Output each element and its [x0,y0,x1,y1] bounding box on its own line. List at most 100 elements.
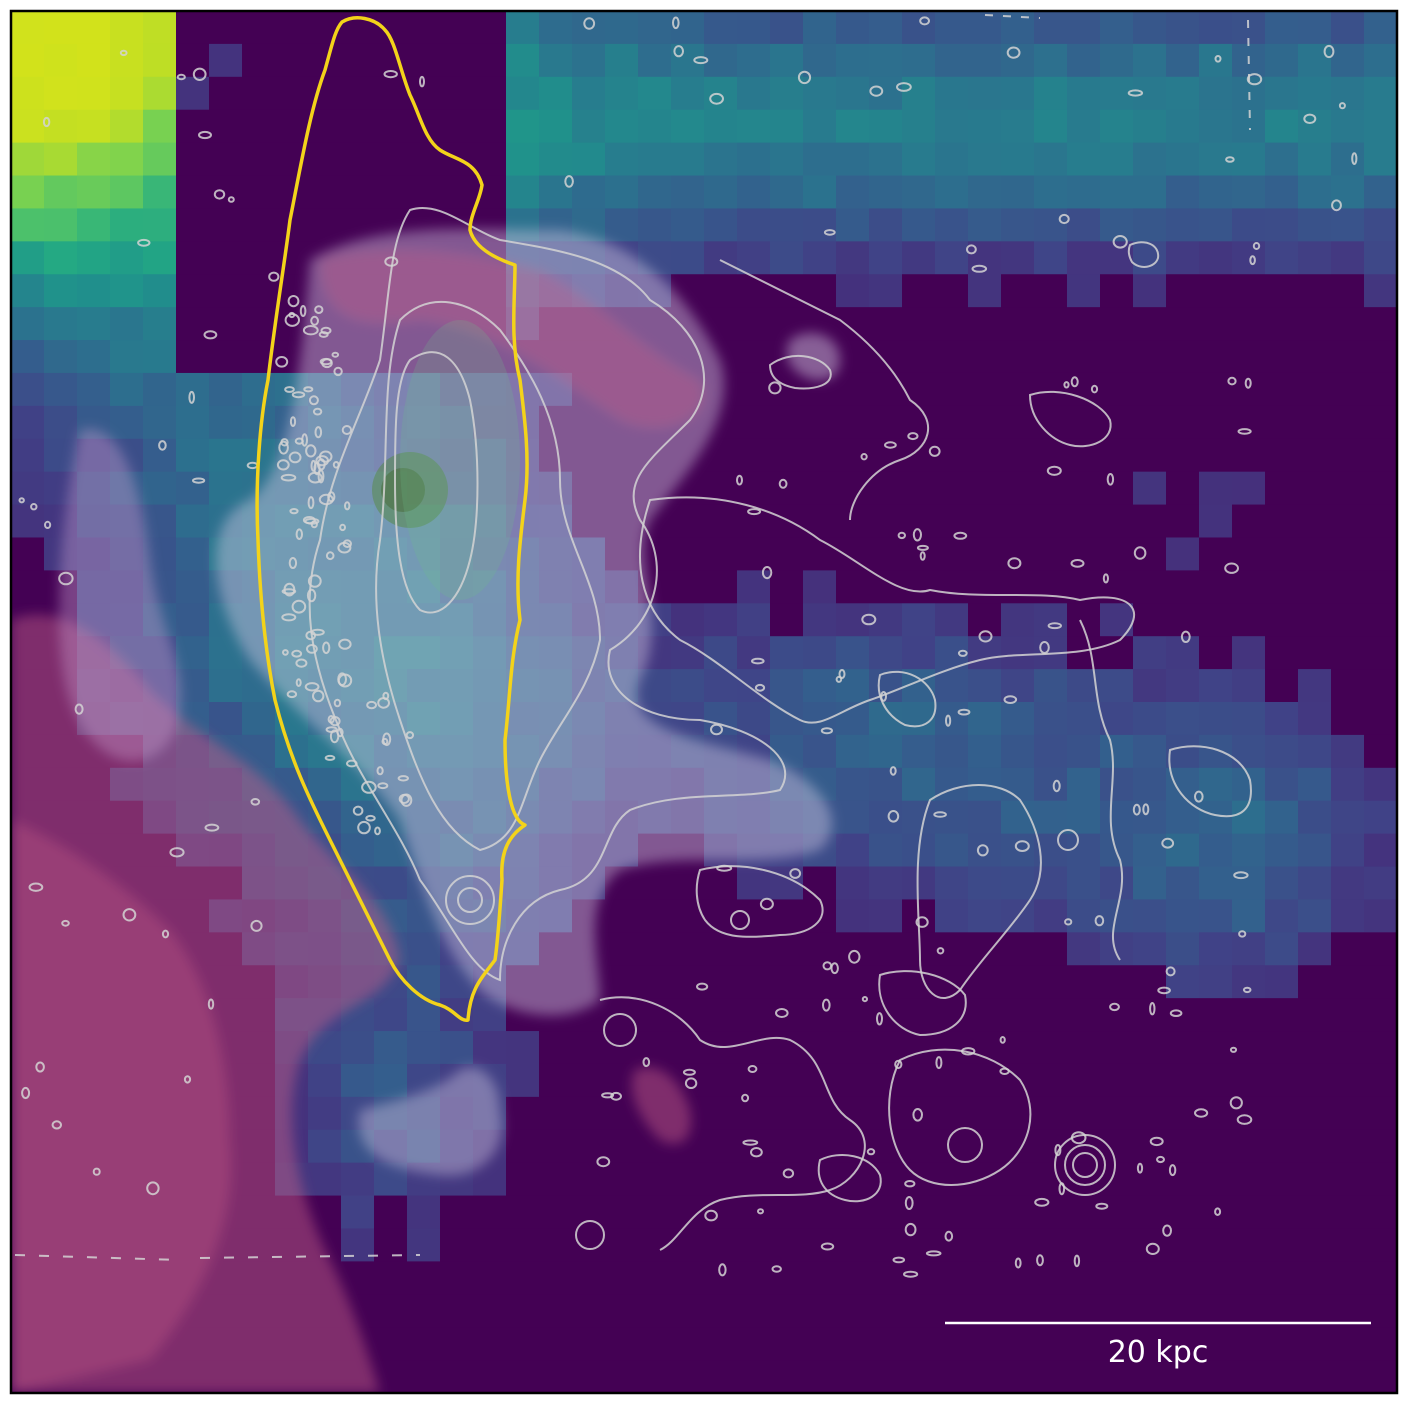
map-pixel [308,175,342,210]
contour-knot [1058,213,1070,225]
map-pixel [803,405,837,440]
map-pixel [737,208,771,242]
map-pixel [1067,767,1101,802]
map-pixel [44,109,78,144]
map-pixel [671,76,705,111]
map-pixel [770,1294,804,1328]
map-pixel [1034,866,1068,901]
map-pixel [1364,1162,1397,1197]
map-pixel [935,241,969,275]
map-pixel [836,669,870,703]
map-pixel [1265,965,1299,999]
map-pixel [1133,537,1167,571]
map-pixel [935,109,969,144]
map-pixel [209,11,243,45]
map-pixel [242,208,276,242]
map-pixel [1331,340,1365,374]
contour-knot [374,826,381,836]
map-pixel [1034,372,1068,407]
map-pixel [1232,636,1266,670]
map-pixel [1001,142,1035,177]
map-pixel [1232,1063,1266,1098]
map-pixel [1298,241,1332,275]
map-pixel [902,998,936,1032]
map-pixel [572,1162,606,1197]
map-pixel [869,570,903,604]
map-pixel [1067,274,1101,308]
contour-knot [642,1057,651,1068]
map-pixel [1298,1327,1332,1361]
map-pixel [1067,932,1101,966]
map-pixel [1265,603,1299,637]
map-pixel [968,1360,1002,1393]
map-pixel [407,965,441,999]
map-pixel [1331,109,1365,144]
map-pixel [1100,734,1134,769]
map-pixel [143,11,177,45]
map-pixel [176,669,210,703]
map-pixel [1100,1096,1134,1131]
contour-knot [281,613,297,622]
map-pixel [275,109,309,144]
map-pixel [1199,570,1233,604]
contour-knot [978,630,993,643]
map-pixel [1166,570,1200,604]
map-pixel [1331,899,1365,933]
contour-east-right [1079,619,1124,961]
contour-knot [1106,473,1115,486]
map-pixel [1199,1162,1233,1197]
map-pixel [1133,438,1167,473]
contour-knot [1229,1096,1243,1110]
map-pixel [1067,734,1101,769]
map-pixel [770,1063,804,1098]
map-pixel [242,175,276,210]
contour-knot [1007,557,1022,570]
map-pixel [44,274,78,308]
map-pixel [935,1360,969,1393]
contour-knot [58,571,74,586]
map-pixel [572,1063,606,1098]
map-pixel [1067,1031,1101,1065]
map-pixel [770,504,804,539]
map-pixel [605,1096,639,1131]
map-pixel [902,405,936,440]
map-pixel [836,109,870,144]
contour-knot [1351,152,1358,166]
map-pixel [1331,76,1365,111]
map-pixel [1067,307,1101,341]
map-pixel [1100,405,1134,440]
map-pixel [836,1162,870,1197]
map-pixel [935,603,969,637]
contour-knot [1142,803,1150,816]
map-pixel [902,734,936,769]
map-pixel [539,11,573,45]
map-pixel [1232,175,1266,210]
overlay-tail-blob [358,1067,502,1176]
map-pixel [803,109,837,144]
map-pixel [1133,1129,1167,1164]
map-pixel [506,1031,540,1065]
map-pixel [44,241,78,275]
map-pixel [176,208,210,242]
map-pixel [1034,471,1068,506]
map-pixel [1133,932,1167,966]
contour-knot [718,1263,727,1277]
map-pixel [374,76,408,111]
map-pixel [77,340,111,374]
map-pixel [341,43,375,78]
map-pixel [1298,340,1332,374]
map-pixel [737,1096,771,1131]
map-pixel [1166,1261,1200,1295]
contour-knot [307,471,323,484]
map-pixel [1100,1063,1134,1098]
map-pixel [110,142,144,177]
map-pixel [1265,43,1299,78]
contour-knot [346,759,358,768]
map-pixel [1100,340,1134,374]
map-pixel [1199,109,1233,144]
map-pixel [803,899,837,933]
map-pixel [869,274,903,308]
map-pixel [770,43,804,78]
map-pixel [605,1031,639,1065]
map-pixel [44,142,78,177]
